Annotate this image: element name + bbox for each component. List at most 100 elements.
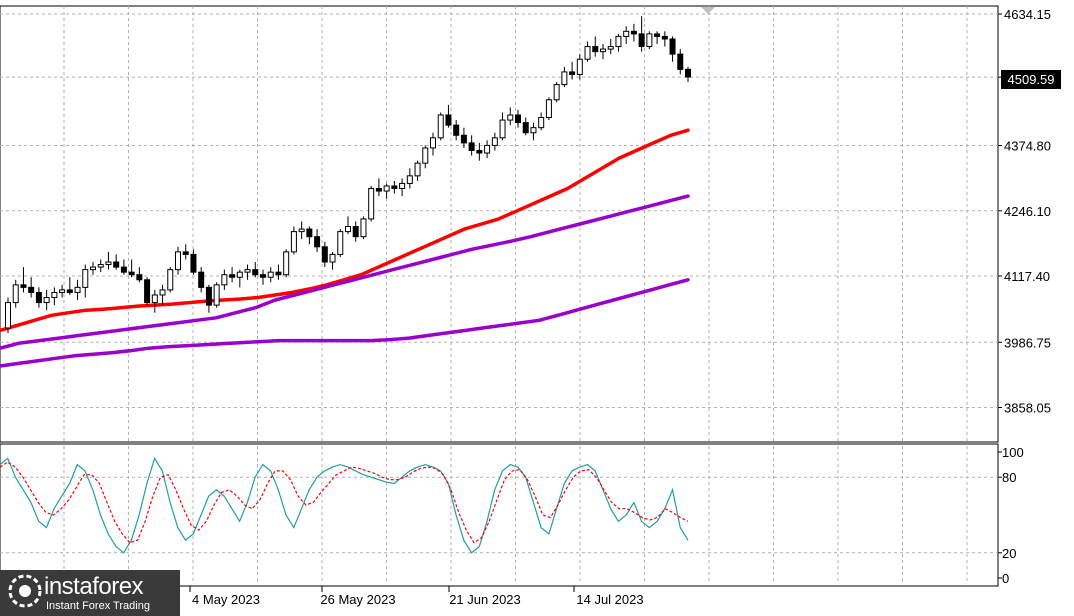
date-label: 21 Jun 2023 [449,592,521,607]
indicator-axis: 100 80 20 0 [998,445,1024,586]
candle-body [144,279,151,304]
candle-body [468,142,475,151]
candle-body [306,228,313,238]
candle-body [314,236,321,248]
candle-body [654,33,661,37]
candle-body [368,188,375,220]
candle-body [677,53,684,70]
candle-body [97,264,104,268]
candle-body [375,188,382,192]
candle-body [244,269,251,273]
candle-body [522,122,529,134]
candle-body [669,38,676,55]
price-tick-label: 4117.40 [1004,269,1050,284]
candle-body [275,271,282,276]
candle-body [453,124,460,136]
candle-body [105,261,112,266]
candle-body [213,284,220,306]
price-tick-label: 4374.80 [1004,139,1051,154]
price-tick-label: 4246.10 [1004,204,1051,219]
candle-body [345,226,351,233]
candle-body [167,269,174,291]
indicator-tick-label: 80 [1002,470,1016,485]
candle-body [584,46,591,60]
candle-body [685,68,691,78]
candle-body [28,286,35,293]
candle-body [151,294,158,304]
candle-body [82,269,89,288]
candle-body [607,46,614,50]
candle-body [661,35,668,40]
moving-average-lines [0,128,690,368]
candle-body [12,284,19,304]
candle-body [298,228,305,233]
candle-body [383,185,390,192]
candle-body [460,134,467,144]
candle-body [491,137,498,146]
price-tick-label: 3858.05 [1004,401,1051,416]
moving-average-line [0,194,690,350]
candle-body [205,286,212,306]
stochastic-signal-line [0,461,689,544]
candle-body [553,84,560,101]
candle-body [90,266,96,271]
instaforex-logo: instaforex Instant Forex Trading [0,570,180,616]
candle-body [445,114,452,126]
logo-brand: instaforex [44,573,144,600]
candle-body [360,218,367,238]
candle-body [499,119,506,139]
indicator-tick-label: 100 [1002,445,1024,460]
candle-body [399,182,406,190]
candle-body [221,274,228,286]
candle-body [113,261,120,268]
candle-body [252,269,259,276]
date-label: 4 May 2023 [192,592,260,607]
price-tick-label: 4634.15 [1004,7,1051,22]
candle-body [538,117,545,129]
candle-body [283,251,290,276]
candle-body [576,58,583,75]
price-tick-label: 3986.75 [1004,335,1051,350]
main-panel-frame [0,5,999,443]
price-axis: 4634.15 4374.80 4246.10 4117.40 3986.75 3858.… [998,7,1051,416]
stochastic-main-line [0,456,689,554]
candle-body [260,274,266,278]
chart-shift-marker-icon[interactable] [701,7,715,14]
candle-body [20,284,27,288]
logo-tagline: Instant Forex Trading [46,600,150,612]
candle-body [59,289,66,293]
date-label: 14 Jul 2023 [576,592,643,607]
candle-body [430,137,436,149]
indicator-tick-label: 20 [1002,546,1016,561]
candle-body [515,114,521,124]
candle-body [236,271,243,278]
candle-body [646,33,653,48]
candle-body [190,253,197,273]
candle-body [437,114,444,139]
candle-body [638,33,645,48]
date-axis: 4 May 2023 26 May 2023 21 Jun 2023 14 Jul 2… [189,586,644,607]
candle-body [406,175,413,184]
stochastic-lines [0,456,689,554]
candle-body [267,271,274,278]
candle-body [5,302,11,329]
candle-body [630,30,637,35]
date-label: 26 May 2023 [320,592,395,607]
candle-body [66,289,73,293]
candle-body [391,185,398,190]
indicator-tick-label: 0 [1002,571,1009,586]
candle-body [561,71,568,86]
candle-body [623,30,630,37]
candle-body [422,147,429,164]
candle-body [569,71,576,75]
candle-body [175,251,181,271]
moving-average-line [0,278,690,368]
candle-body [600,48,606,53]
candle-body [484,144,491,154]
candle-body [74,286,81,293]
candle-body [128,271,135,276]
candle-body [476,149,483,154]
candle-body [35,291,42,304]
indicator-gridlines [0,446,998,584]
